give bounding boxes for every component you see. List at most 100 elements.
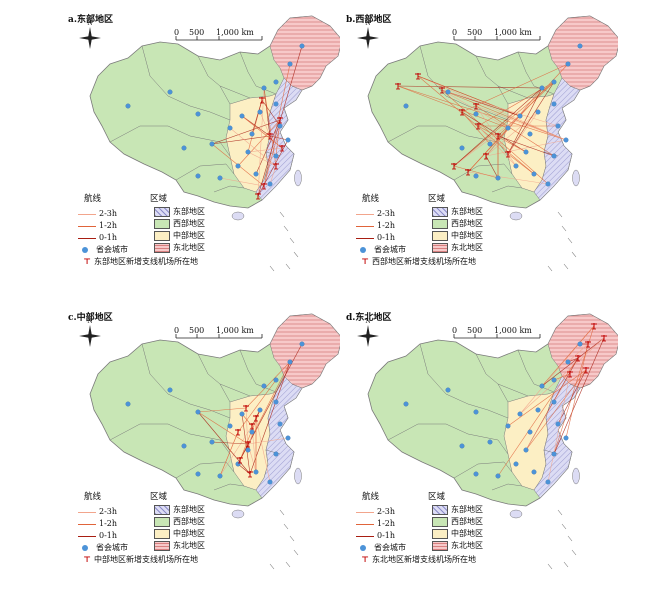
region-legend-label: 中部地区	[173, 529, 205, 538]
provincial-capital	[209, 141, 215, 147]
flight-route	[441, 89, 549, 185]
route-legend-item: 2-3h	[78, 208, 117, 219]
scale-label-mid: 500	[467, 326, 483, 335]
route-legend-label: 0-1h	[99, 233, 118, 242]
flight-route	[237, 119, 281, 167]
provincial-capital	[531, 469, 537, 475]
flight-route	[547, 373, 571, 483]
route-legend-label: 2-3h	[377, 209, 396, 218]
provincial-capital	[287, 61, 293, 67]
region-legend-label: 东部地区	[451, 505, 483, 514]
flight-route	[475, 105, 555, 157]
flight-route	[241, 115, 271, 137]
flight-route	[553, 337, 605, 455]
provincial-capital	[495, 473, 501, 479]
provincial-capital	[239, 411, 245, 417]
province-border	[475, 353, 509, 403]
airport-marker-icon	[465, 169, 471, 176]
flight-route	[557, 369, 587, 425]
province-border	[175, 461, 235, 479]
flight-route	[497, 135, 555, 157]
scale-label-mid: 500	[189, 28, 205, 37]
airport-marker-icon	[567, 371, 573, 378]
flight-route	[245, 361, 291, 409]
sea-boundary-dash	[563, 263, 569, 270]
airport-marker-icon: ⊤	[361, 256, 369, 266]
region-legend-label: 东北地区	[451, 243, 483, 252]
svg-text:N: N	[365, 20, 370, 27]
region-legend-item: 西部地区	[154, 516, 205, 527]
sea-boundary-dash	[547, 563, 553, 570]
airport-marker-icon	[583, 367, 589, 374]
route-line-swatch	[356, 237, 374, 239]
provincial-capital	[253, 171, 259, 177]
region-legend-label: 西部地区	[173, 517, 205, 526]
route-line-swatch	[356, 511, 374, 513]
flight-route	[541, 325, 595, 387]
provincial-capital	[473, 471, 479, 477]
flight-route	[485, 139, 567, 157]
airport-marker-icon	[483, 153, 489, 160]
province-border	[419, 343, 509, 419]
airport-legend-label: 东北地区新增支线机场所在地	[372, 555, 476, 564]
flight-route	[197, 411, 249, 445]
region-legend-label: 中部地区	[173, 231, 205, 240]
panel-title: d.东北地区	[346, 313, 392, 323]
sea-boundary-dash	[561, 523, 567, 530]
flight-route	[441, 89, 559, 127]
provincial-capital	[299, 341, 305, 347]
provincial-capital	[273, 153, 279, 159]
route-legend-item: 0-1h	[356, 530, 395, 541]
flight-route	[475, 105, 567, 141]
sea-boundary-dash	[547, 265, 553, 272]
route-line-swatch	[78, 511, 96, 513]
flight-route	[197, 407, 247, 413]
svg-text:N: N	[87, 20, 92, 27]
capital-legend-item: 省会城市	[360, 244, 406, 255]
flight-route	[229, 127, 277, 167]
scale-label-end: 1,000 km	[494, 28, 532, 37]
panel-title: c.中部地区	[68, 313, 113, 323]
scale-label-end: 1,000 km	[216, 326, 254, 335]
provincial-capital	[267, 181, 273, 187]
provincial-capital	[473, 173, 479, 179]
map-legend: 航线 2-3h 1-2h 0-1h 省会城市 ⊤ 西部地区新增支线机场所在地 区域 东部地区 西部…	[356, 194, 616, 278]
flight-route	[453, 87, 543, 167]
region-legend-label: 西部地区	[451, 517, 483, 526]
provincial-capital	[181, 443, 187, 449]
region-swatch	[154, 231, 170, 241]
provincial-capital	[577, 43, 583, 49]
scale-label-mid: 500	[189, 326, 205, 335]
region-swatch	[432, 243, 448, 253]
flight-route	[263, 125, 281, 187]
airport-marker-icon	[253, 415, 259, 422]
provincial-capital	[539, 85, 545, 91]
flight-route	[453, 165, 499, 179]
region-swatch	[154, 219, 170, 229]
provincial-capital	[535, 109, 541, 115]
capital-legend-label: 省会城市	[374, 543, 406, 552]
route-legend-label: 1-2h	[377, 221, 396, 230]
region-legend-header: 区域	[150, 194, 168, 204]
flight-route	[197, 411, 251, 475]
flight-route	[453, 115, 521, 167]
airport-marker-icon	[601, 335, 607, 342]
region-legend-item: 东北地区	[154, 540, 205, 551]
region-swatch	[432, 517, 448, 527]
provincial-capital	[487, 141, 493, 147]
airport-marker-icon	[279, 145, 285, 152]
provincial-capital	[513, 461, 519, 467]
provincial-capital	[459, 443, 465, 449]
region-legend-item: 西部地区	[432, 516, 483, 527]
provincial-capital	[513, 163, 519, 169]
provincial-capital	[227, 423, 233, 429]
route-legend-item: 0-1h	[356, 232, 395, 243]
china-map: N	[357, 15, 618, 272]
provincial-capital	[551, 101, 557, 107]
province-border	[219, 383, 251, 397]
region-swatch	[154, 529, 170, 539]
flight-route	[219, 431, 239, 477]
sea-boundary-dash	[283, 523, 289, 530]
north-arrow-icon: N	[79, 318, 101, 347]
region-swatch	[154, 517, 170, 527]
